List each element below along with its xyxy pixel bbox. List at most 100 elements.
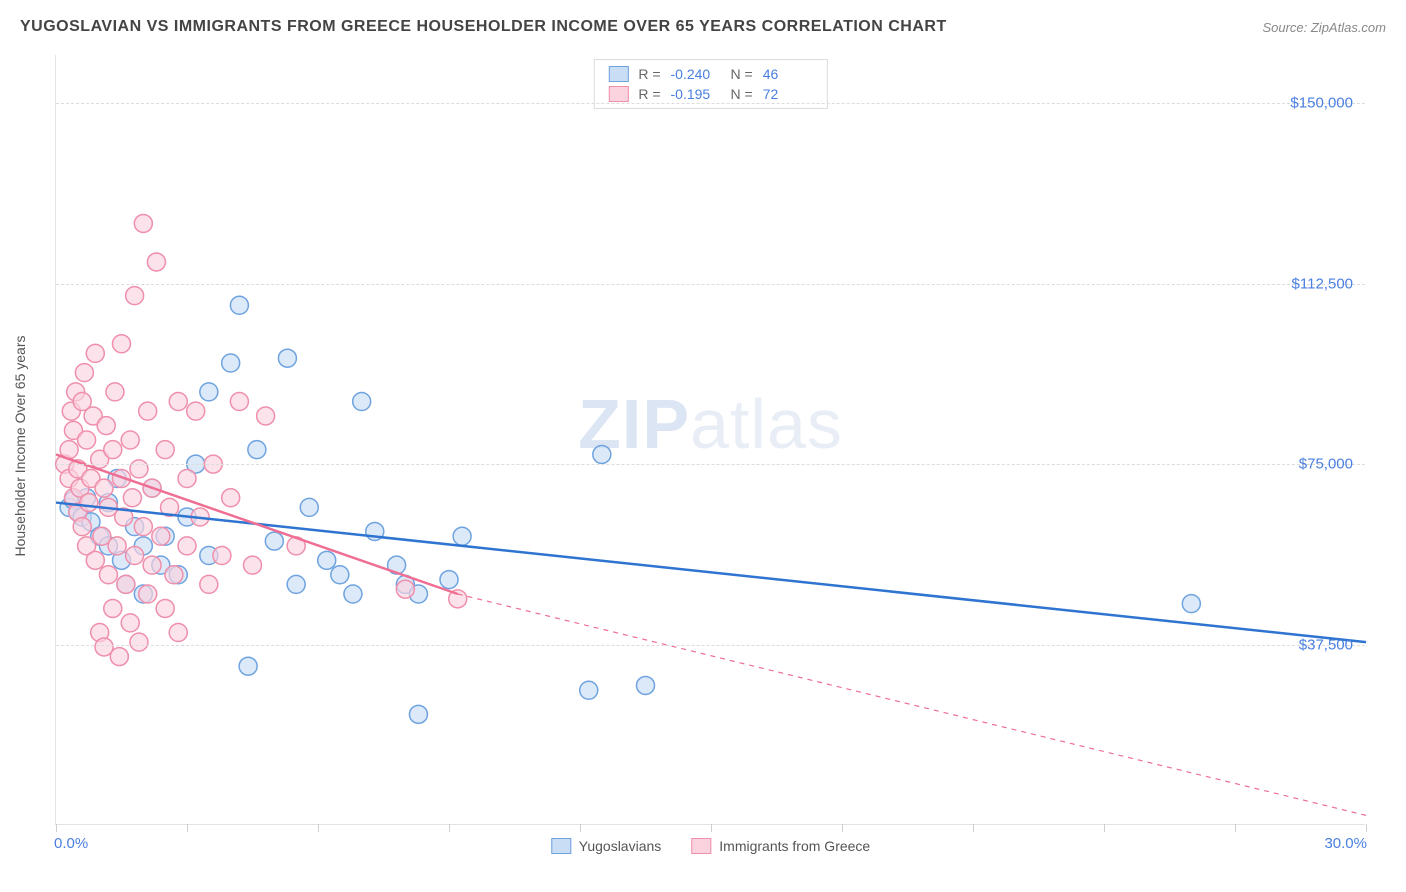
legend-label: Yugoslavians	[579, 838, 662, 854]
data-point	[123, 489, 141, 507]
x-tick	[187, 824, 188, 832]
data-point	[139, 402, 157, 420]
y-tick-label: $112,500	[1292, 275, 1353, 292]
data-point	[230, 393, 248, 411]
data-point	[152, 527, 170, 545]
n-label: N =	[731, 66, 753, 82]
data-point	[130, 633, 148, 651]
data-point	[222, 489, 240, 507]
data-point	[318, 551, 336, 569]
data-point	[126, 547, 144, 565]
data-point	[353, 393, 371, 411]
data-point	[178, 470, 196, 488]
data-point	[73, 518, 91, 536]
y-tick-label: $37,500	[1299, 636, 1353, 653]
bottom-legend: Yugoslavians Immigrants from Greece	[551, 838, 870, 854]
x-tick	[1235, 824, 1236, 832]
n-value: 72	[763, 86, 813, 102]
chart-title: YUGOSLAVIAN VS IMMIGRANTS FROM GREECE HO…	[20, 18, 947, 36]
data-point	[78, 431, 96, 449]
data-point	[104, 441, 122, 459]
x-tick	[842, 824, 843, 832]
data-point	[213, 547, 231, 565]
data-point	[121, 431, 139, 449]
data-point	[230, 296, 248, 314]
data-point	[169, 393, 187, 411]
title-bar: YUGOSLAVIAN VS IMMIGRANTS FROM GREECE HO…	[20, 18, 1386, 36]
n-value: 46	[763, 66, 813, 82]
data-point	[257, 407, 275, 425]
data-point	[265, 532, 283, 550]
data-point	[156, 599, 174, 617]
stats-legend: R =-0.240N =46R =-0.195N =72	[593, 59, 827, 109]
legend-swatch	[608, 66, 628, 82]
data-point	[187, 402, 205, 420]
legend-label: Immigrants from Greece	[719, 838, 870, 854]
stats-row: R = -0.240 N = 46	[594, 64, 826, 84]
data-point	[200, 575, 218, 593]
r-label: R =	[638, 86, 660, 102]
data-point	[331, 566, 349, 584]
data-point	[239, 657, 257, 675]
data-point	[287, 575, 305, 593]
scatter-svg	[56, 55, 1365, 824]
x-tick	[711, 824, 712, 832]
data-point	[86, 551, 104, 569]
data-point	[165, 566, 183, 584]
data-point	[104, 599, 122, 617]
data-point	[117, 575, 135, 593]
y-axis-label: Householder Income Over 65 years	[12, 336, 28, 557]
data-point	[121, 614, 139, 632]
legend-swatch	[608, 86, 628, 102]
data-point	[106, 383, 124, 401]
r-label: R =	[638, 66, 660, 82]
data-point	[108, 537, 126, 555]
data-point	[156, 441, 174, 459]
r-value: -0.240	[671, 66, 721, 82]
legend-item: Yugoslavians	[551, 838, 662, 854]
legend-item: Immigrants from Greece	[691, 838, 870, 854]
data-point	[80, 494, 98, 512]
data-point	[178, 537, 196, 555]
data-point	[248, 441, 266, 459]
data-point	[113, 335, 131, 353]
data-point	[580, 681, 598, 699]
x-tick	[580, 824, 581, 832]
data-point	[95, 479, 113, 497]
data-point	[139, 585, 157, 603]
x-axis-max-label: 30.0%	[1324, 835, 1367, 852]
gridline	[56, 284, 1365, 285]
source: Source: ZipAtlas.com	[1262, 20, 1386, 35]
data-point	[126, 287, 144, 305]
data-point	[396, 580, 414, 598]
gridline	[56, 103, 1365, 104]
x-tick	[56, 824, 57, 832]
data-point	[637, 676, 655, 694]
data-point	[97, 417, 115, 435]
data-point	[440, 571, 458, 589]
data-point	[593, 445, 611, 463]
data-point	[344, 585, 362, 603]
x-tick	[318, 824, 319, 832]
gridline	[56, 645, 1365, 646]
legend-swatch	[691, 838, 711, 854]
x-tick	[1104, 824, 1105, 832]
data-point	[409, 705, 427, 723]
data-point	[278, 349, 296, 367]
data-point	[110, 648, 128, 666]
data-point	[86, 344, 104, 362]
stats-row: R =-0.195N =72	[594, 84, 826, 104]
n-label: N =	[731, 86, 753, 102]
data-point	[134, 518, 152, 536]
x-tick	[973, 824, 974, 832]
x-tick	[1366, 824, 1367, 832]
data-point	[453, 527, 471, 545]
plot-area: ZIPatlas R =-0.240N =46R =-0.195N =72 0.…	[55, 55, 1365, 825]
data-point	[143, 556, 161, 574]
data-point	[130, 460, 148, 478]
x-axis-min-label: 0.0%	[54, 835, 88, 852]
legend-swatch	[551, 838, 571, 854]
data-point	[244, 556, 262, 574]
data-point	[222, 354, 240, 372]
data-point	[75, 364, 93, 382]
